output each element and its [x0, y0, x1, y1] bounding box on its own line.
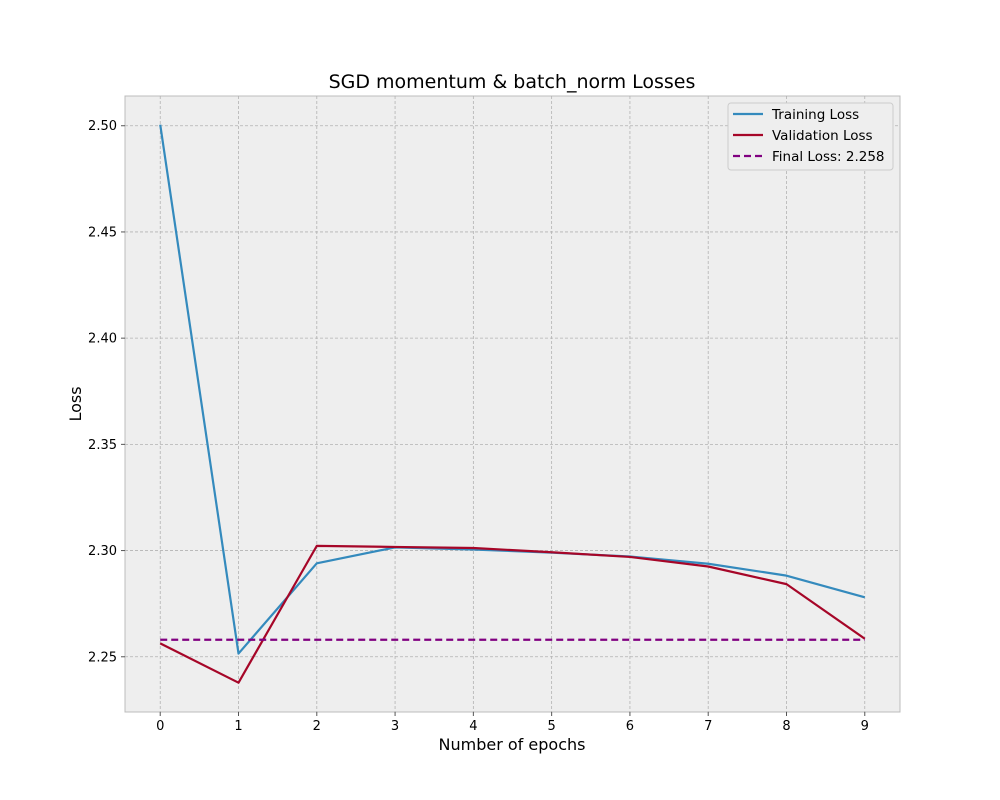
y-tick-label: 2.35 [88, 438, 117, 453]
y-tick-label: 2.50 [88, 119, 117, 134]
chart-title: SGD momentum & batch_norm Losses [329, 71, 696, 93]
x-tick-label: 4 [469, 719, 477, 734]
x-tick-label: 0 [156, 719, 164, 734]
y-tick-label: 2.25 [88, 650, 117, 665]
x-axis-title: Number of epochs [439, 735, 586, 754]
y-tick-label: 2.40 [88, 332, 117, 347]
y-axis-ticks: 2.25 2.30 2.35 2.40 2.45 2.50 [88, 119, 125, 665]
y-axis-title: Loss [66, 386, 85, 421]
x-tick-label: 7 [704, 719, 712, 734]
series-lines [159, 124, 866, 684]
x-tick-label: 9 [861, 719, 869, 734]
grid [125, 96, 900, 712]
x-tick-label: 8 [782, 719, 790, 734]
plot-area [124, 95, 901, 713]
legend-label: Final Loss: 2.258 [772, 149, 885, 165]
x-tick-label: 3 [391, 719, 399, 734]
legend-label: Training Loss [771, 107, 859, 123]
validation-loss-line [159, 544, 866, 684]
x-tick-label: 2 [313, 719, 321, 734]
x-tick-label: 1 [234, 719, 242, 734]
legend-box [727, 102, 894, 171]
legend: Training Loss Validation Loss Final Loss: … [727, 102, 894, 171]
x-axis-ticks: 0 1 2 3 4 5 6 7 8 9 [156, 712, 869, 734]
y-tick-label: 2.30 [88, 544, 117, 559]
y-tick-label: 2.45 [88, 225, 117, 240]
x-tick-label: 6 [626, 719, 634, 734]
legend-label: Validation Loss [772, 128, 873, 144]
x-tick-label: 5 [548, 719, 556, 734]
